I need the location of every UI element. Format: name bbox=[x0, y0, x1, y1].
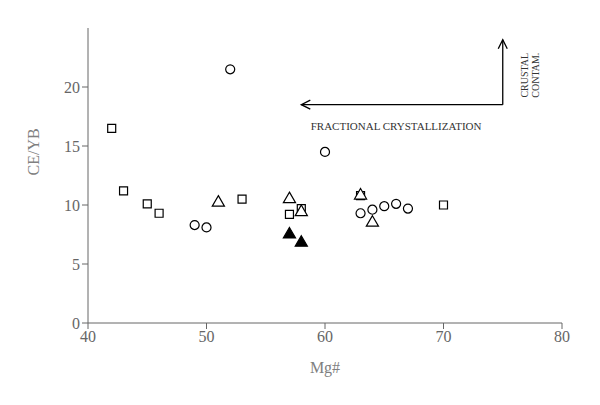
svg-text:70: 70 bbox=[436, 328, 452, 345]
svg-text:0: 0 bbox=[72, 315, 80, 332]
svg-text:40: 40 bbox=[80, 328, 96, 345]
svg-text:60: 60 bbox=[317, 328, 333, 345]
svg-text:10: 10 bbox=[64, 197, 80, 214]
svg-text:CRUSTALCONTAM.: CRUSTALCONTAM. bbox=[519, 53, 541, 98]
svg-text:20: 20 bbox=[64, 79, 80, 96]
svg-text:Mg#: Mg# bbox=[310, 359, 340, 377]
svg-text:FRACTIONAL CRYSTALLIZATION: FRACTIONAL CRYSTALLIZATION bbox=[311, 120, 482, 132]
svg-text:CE/YB: CE/YB bbox=[25, 128, 42, 175]
svg-text:50: 50 bbox=[199, 328, 215, 345]
svg-text:5: 5 bbox=[72, 256, 80, 273]
svg-text:80: 80 bbox=[554, 328, 570, 345]
svg-text:15: 15 bbox=[64, 138, 80, 155]
